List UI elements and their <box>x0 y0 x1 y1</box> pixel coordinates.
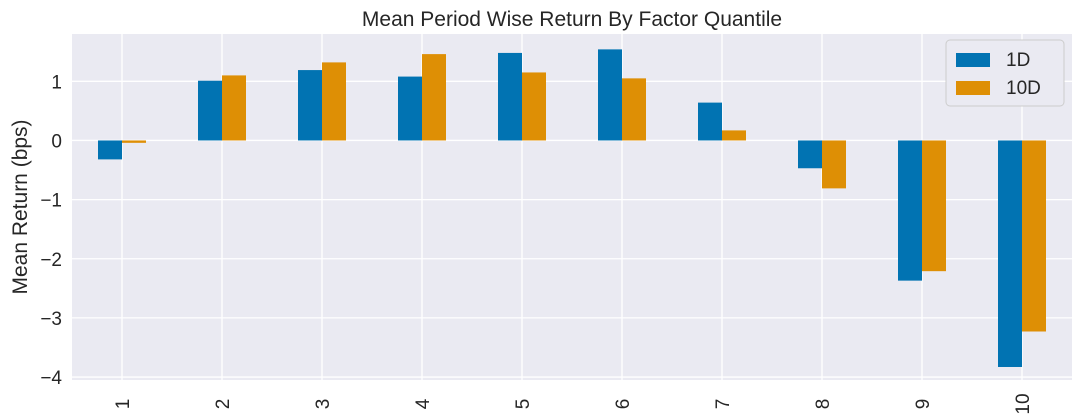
bars <box>98 49 1046 367</box>
bar-10D-7 <box>722 130 746 141</box>
x-tick-label: 3 <box>313 399 334 410</box>
bar-1D-8 <box>798 140 822 169</box>
bar-10D-6 <box>622 78 646 141</box>
bar-10D-9 <box>922 140 946 272</box>
bar-10D-5 <box>522 72 546 141</box>
legend-label-1D: 1D <box>1006 50 1030 71</box>
legend-swatch-10D <box>956 81 990 95</box>
bar-1D-10 <box>998 140 1022 367</box>
bar-10D-2 <box>222 75 246 141</box>
x-axis-ticks: 1 2 3 4 5 6 7 8 9 10 <box>113 393 1034 414</box>
y-tick-label: 1 <box>51 72 62 93</box>
x-tick-label: 10 <box>1013 393 1034 414</box>
x-tick-label: 1 <box>113 399 134 410</box>
bar-10D-8 <box>822 140 846 189</box>
x-tick-label: 6 <box>613 399 634 410</box>
chart-title: Mean Period Wise Return By Factor Quanti… <box>362 8 782 31</box>
bar-1D-9 <box>898 140 922 281</box>
bar-1D-1 <box>98 140 122 160</box>
y-tick-label: 0 <box>51 131 62 152</box>
y-axis-ticks: 1 0 −1 −2 −3 −4 <box>40 72 62 389</box>
legend-swatch-1D <box>956 53 990 67</box>
x-tick-label: 5 <box>513 399 534 410</box>
x-tick-label: 2 <box>213 399 234 410</box>
y-tick-label: −1 <box>40 191 62 212</box>
bar-1D-4 <box>398 76 422 141</box>
x-tick-label: 8 <box>813 399 834 410</box>
y-axis-label: Mean Return (bps) <box>9 119 32 294</box>
bar-1D-7 <box>698 102 722 141</box>
x-tick-label: 9 <box>913 399 934 410</box>
bar-10D-4 <box>422 54 446 141</box>
legend-box <box>945 39 1065 107</box>
bar-10D-3 <box>322 62 346 141</box>
bar-1D-5 <box>498 52 522 141</box>
bar-10D-1 <box>122 140 146 143</box>
y-tick-label: −2 <box>40 250 62 271</box>
y-tick-label: −3 <box>40 309 62 330</box>
y-tick-label: −4 <box>40 368 62 389</box>
legend-label-10D: 10D <box>1006 78 1041 99</box>
bar-1D-2 <box>198 80 222 141</box>
bar-1D-3 <box>298 70 322 141</box>
bar-10D-10 <box>1022 140 1046 332</box>
x-tick-label: 7 <box>713 399 734 410</box>
bar-1D-6 <box>598 49 622 141</box>
x-tick-label: 4 <box>413 398 434 409</box>
